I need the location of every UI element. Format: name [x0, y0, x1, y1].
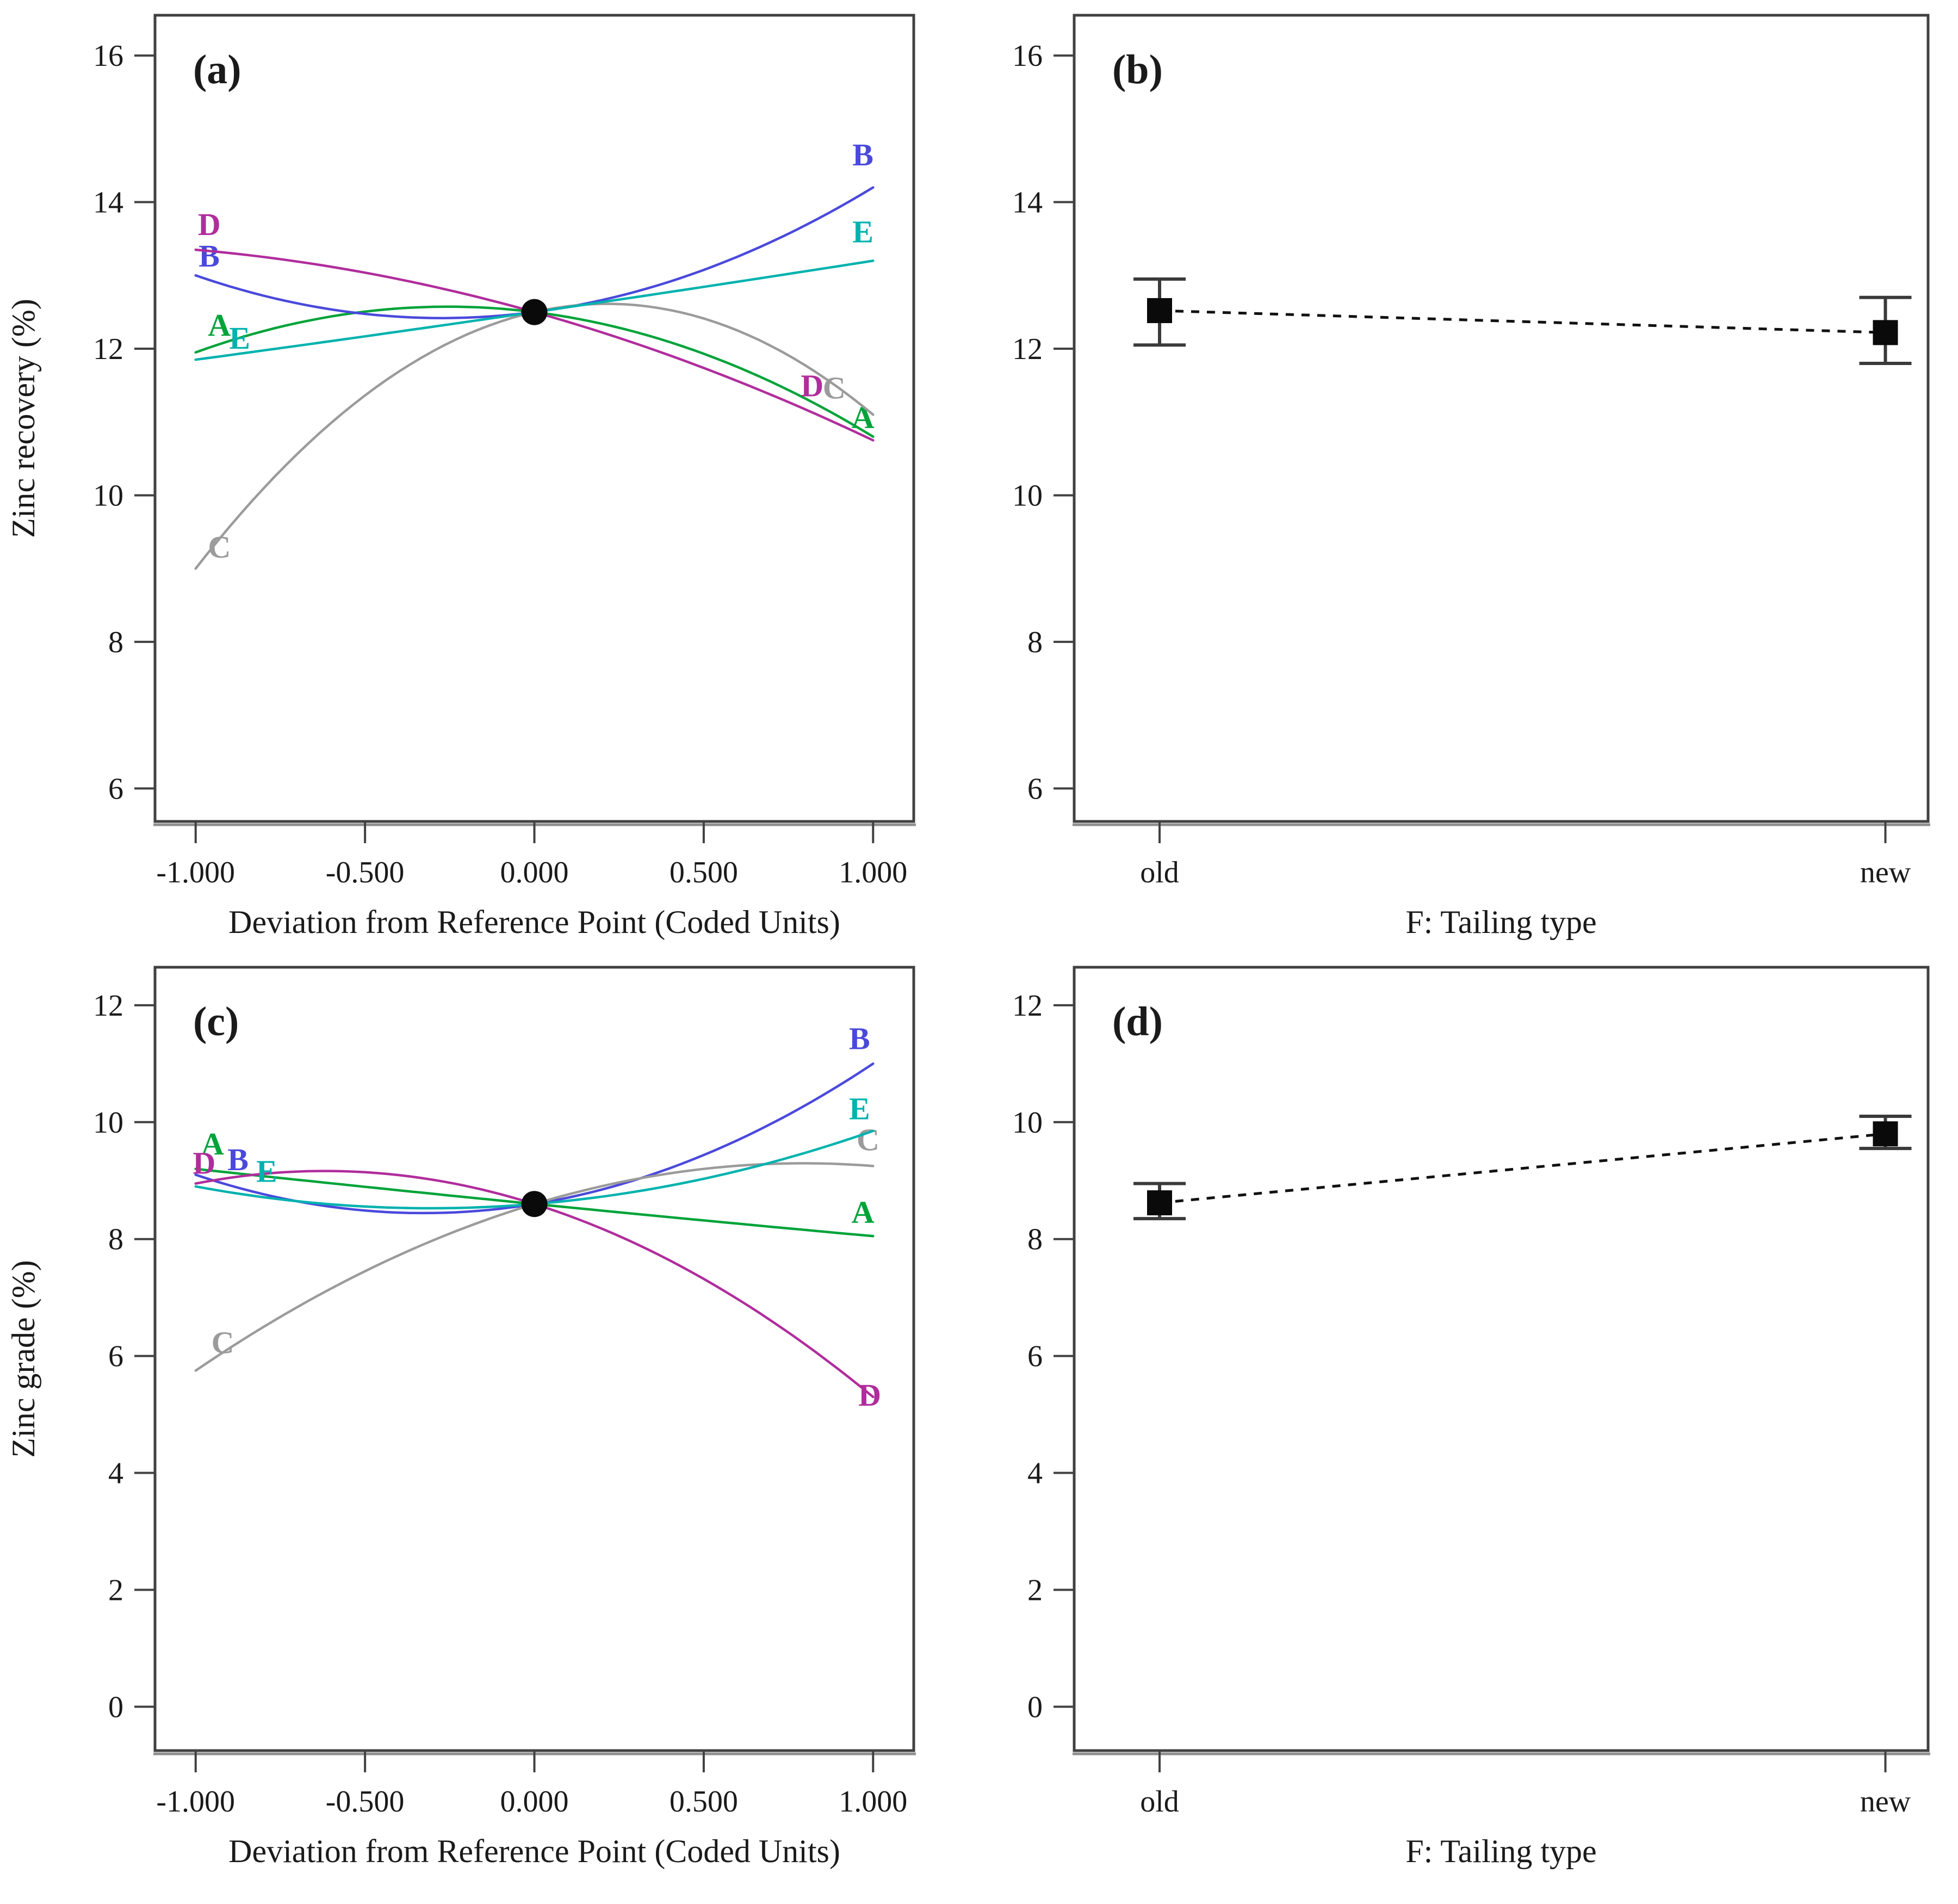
curve-label-C: C — [823, 370, 846, 406]
x-tick-label: 1.000 — [839, 1785, 907, 1819]
y-tick-label: 10 — [1012, 479, 1043, 512]
curve-label-A: A — [852, 1195, 875, 1230]
y-tick-label: 10 — [93, 479, 123, 512]
curve-label-B: B — [227, 1142, 249, 1177]
curve-label-D: D — [198, 207, 221, 242]
x-tick-label: 0.000 — [500, 1785, 569, 1819]
y-tick-label: 12 — [1012, 332, 1043, 366]
curve-label-A: A — [208, 307, 231, 343]
mean-marker-old — [1147, 1190, 1172, 1216]
mean-marker-old — [1147, 298, 1172, 323]
curve-label-A: A — [201, 1126, 224, 1161]
connector-line — [1159, 309, 1886, 334]
x-tick-label: -1.000 — [156, 856, 235, 889]
y-tick-label: 14 — [93, 186, 123, 220]
y-tick-label: 8 — [1027, 626, 1043, 659]
y-tick-label: 8 — [108, 1223, 123, 1257]
y-tick-label: 12 — [93, 332, 123, 366]
curve-label-C: C — [857, 1122, 879, 1157]
mean-marker-new — [1873, 1121, 1898, 1147]
curve-label-D: D — [858, 1377, 881, 1413]
y-tick-label: 16 — [1012, 39, 1043, 73]
y-tick-label: 14 — [1012, 186, 1043, 220]
curve-label-D: D — [801, 368, 823, 404]
y-tick-label: 4 — [1027, 1457, 1043, 1491]
mean-marker-new — [1873, 320, 1898, 345]
y-tick-label: 8 — [108, 626, 123, 659]
y-tick-label: 6 — [1027, 1340, 1043, 1374]
y-axis-title: Zinc recovery (%) — [5, 299, 41, 538]
y-tick-label: 0 — [108, 1690, 123, 1724]
x-tick-label: 0.000 — [500, 856, 569, 889]
x-tick-label: -0.500 — [326, 856, 405, 889]
x-axis-title: F: Tailing type — [1405, 1833, 1596, 1869]
connector-line — [1159, 1132, 1886, 1204]
y-tick-label: 8 — [1027, 1223, 1043, 1257]
x-tick-label: 1.000 — [839, 856, 907, 889]
y-axis-title: Zinc grade (%) — [5, 1260, 41, 1457]
x-axis-title: Deviation from Reference Point (Coded Un… — [228, 1833, 840, 1869]
curve-label-B: B — [849, 1021, 870, 1056]
curve-label-E: E — [256, 1153, 277, 1189]
x-category-label: old — [1140, 856, 1179, 889]
reference-point — [521, 299, 548, 325]
curve-label-E: E — [852, 214, 873, 250]
y-tick-label: 2 — [1027, 1573, 1043, 1607]
y-tick-label: 12 — [93, 989, 123, 1023]
y-tick-label: 10 — [93, 1106, 123, 1140]
plot-border — [153, 14, 915, 823]
y-tick-label: 4 — [108, 1457, 123, 1491]
y-tick-label: 12 — [1012, 989, 1043, 1023]
x-category-label: old — [1140, 1785, 1179, 1819]
y-tick-label: 6 — [108, 1340, 123, 1374]
panel-letter: (a) — [193, 47, 241, 92]
reference-point — [521, 1191, 548, 1217]
x-tick-label: 0.500 — [670, 856, 738, 889]
y-tick-label: 0 — [1027, 1690, 1043, 1724]
panel-letter: (c) — [193, 999, 239, 1044]
x-axis-title: Deviation from Reference Point (Coded Un… — [228, 904, 840, 940]
x-axis-title: F: Tailing type — [1405, 904, 1596, 940]
plot-border — [1073, 966, 1930, 1752]
panel-letter: (d) — [1112, 999, 1163, 1044]
y-tick-label: 6 — [1027, 772, 1043, 806]
y-tick-label: 6 — [108, 772, 123, 806]
curve-label-C: C — [212, 1325, 234, 1360]
x-tick-label: 0.500 — [670, 1785, 738, 1819]
x-category-label: new — [1860, 1785, 1911, 1819]
y-tick-label: 2 — [108, 1573, 123, 1607]
curve-label-B: B — [199, 238, 220, 274]
plot-border — [153, 966, 915, 1752]
panel-a: 6 8 10 12 14 16 -1.000 -0.500 0.000 0.500 1.000 Dev… — [5, 14, 916, 940]
curve-label-E: E — [849, 1091, 870, 1126]
x-tick-label: -0.500 — [326, 1785, 405, 1819]
x-tick-label: -1.000 — [156, 1785, 235, 1819]
panel-letter: (b) — [1112, 47, 1163, 92]
curve-label-B: B — [852, 137, 873, 172]
curve-label-C: C — [208, 529, 231, 565]
x-category-label: new — [1860, 856, 1911, 889]
y-tick-label: 10 — [1012, 1106, 1043, 1140]
curve-label-E: E — [229, 320, 250, 356]
y-tick-label: 16 — [93, 39, 123, 73]
curve-label-D: D — [193, 1145, 215, 1180]
plot-border — [1073, 14, 1930, 823]
panel-c: 0 2 4 6 8 10 12 -1.000 -0.500 0.000 0.500 1.000 Devi… — [5, 966, 916, 1869]
